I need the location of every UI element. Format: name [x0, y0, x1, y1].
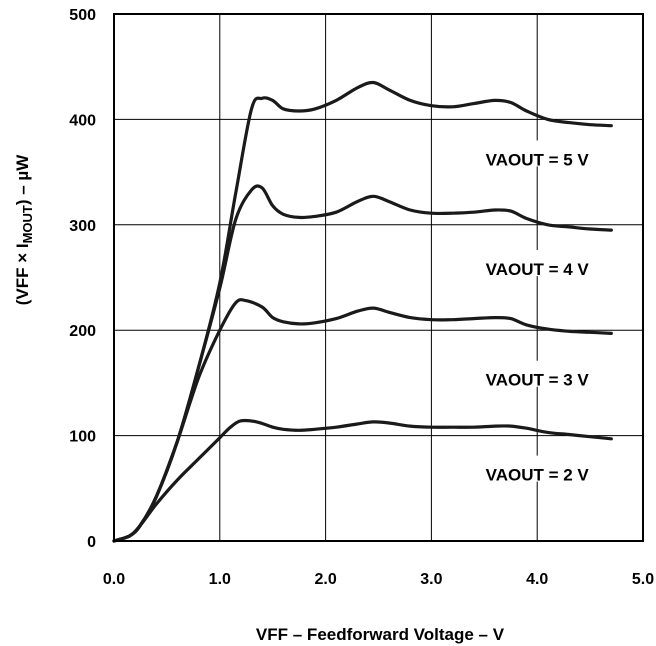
series-line-2 — [112, 184, 613, 543]
y-axis-title-post: ) – µW — [13, 154, 32, 205]
series-label-bg-3 — [469, 360, 606, 387]
y-tick-label: 400 — [69, 112, 96, 129]
series-label-bg-2 — [469, 250, 606, 277]
y-tick-label: 300 — [69, 218, 96, 235]
y-tick-label: 500 — [69, 7, 96, 24]
x-tick-label: 5.0 — [632, 571, 654, 588]
y-tick-label: 0 — [87, 534, 96, 551]
y-axis-title: (VFF × IMOUT) – µW — [13, 154, 35, 306]
y-tick-label: 100 — [69, 429, 96, 446]
y-axis-title-pre: (VFF × I — [13, 243, 32, 305]
series-line-4 — [112, 418, 613, 543]
x-tick-label: 0.0 — [103, 571, 125, 588]
series-label: VAOUT = 4 V — [486, 260, 590, 279]
series-annotations: VAOUT = 5 V VAOUT = 4 V VAOUT = 3 V VAOUT =… — [469, 140, 606, 485]
x-tick-label: 3.0 — [420, 571, 442, 588]
series-label: VAOUT = 3 V — [486, 371, 590, 390]
series-lines — [112, 80, 613, 543]
series-label-bg-1 — [469, 140, 606, 167]
y-axis-title-sub: MOUT — [20, 205, 35, 243]
plot-frame — [113, 13, 644, 542]
x-tick-labels: 0.0 1.0 2.0 3.0 4.0 5.0 — [103, 571, 654, 588]
series-label: VAOUT = 5 V — [486, 150, 590, 169]
x-tick-label: 2.0 — [314, 571, 336, 588]
series-line-3 — [112, 298, 613, 543]
series-label-bg-4 — [469, 455, 606, 482]
series-label: VAOUT = 2 V — [486, 466, 590, 485]
x-tick-label: 4.0 — [526, 571, 548, 588]
y-tick-label: 200 — [69, 323, 96, 340]
grid — [114, 14, 643, 541]
x-axis-title: VFF – Feedforward Voltage – V — [256, 625, 505, 644]
y-tick-labels: 0 100 200 300 400 500 — [69, 7, 96, 551]
x-tick-label: 1.0 — [209, 571, 231, 588]
